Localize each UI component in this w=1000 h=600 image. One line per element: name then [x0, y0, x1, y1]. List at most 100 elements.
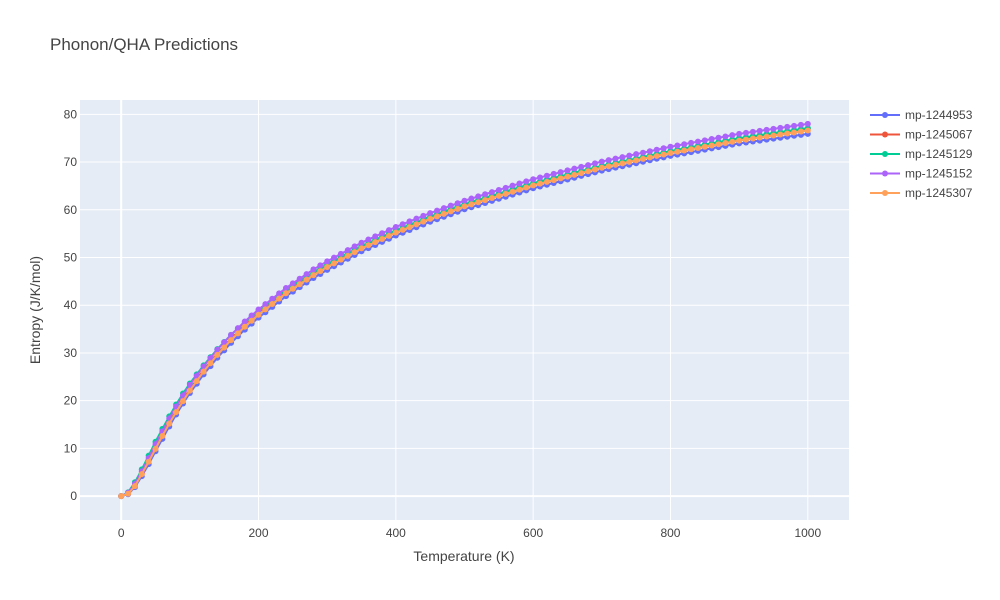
data-point [186, 387, 193, 394]
data-point [379, 235, 386, 242]
data-point [179, 392, 186, 399]
data-point [241, 323, 248, 330]
data-point [488, 189, 495, 196]
data-point [331, 260, 338, 267]
data-point [413, 221, 420, 228]
data-point [763, 126, 770, 133]
series-mp-1245307 [118, 127, 811, 500]
data-point [681, 141, 688, 148]
data-point [605, 163, 612, 170]
data-point [399, 221, 406, 228]
data-point [186, 381, 193, 388]
data-point [385, 227, 392, 234]
data-point [674, 148, 681, 155]
data-point [420, 212, 427, 219]
data-point [523, 184, 530, 191]
data-point [344, 252, 351, 259]
data-point [234, 330, 241, 337]
data-point [228, 337, 235, 344]
data-point [420, 218, 427, 225]
data-point [736, 130, 743, 137]
data-point [509, 188, 516, 195]
y-tick-labels: 0 10 20 30 40 50 60 70 80 [64, 107, 78, 503]
data-point [282, 285, 289, 292]
data-point [743, 136, 750, 143]
y-tick-label: 50 [64, 251, 78, 265]
data-point [530, 176, 537, 183]
data-point [488, 195, 495, 202]
legend-item-mp-1245129[interactable]: mp-1245129 [870, 147, 973, 161]
data-point [193, 372, 200, 379]
data-point [791, 122, 798, 129]
data-point [440, 210, 447, 217]
chart-title: Phonon/QHA Predictions [50, 35, 238, 54]
data-point [296, 275, 303, 282]
data-point [296, 281, 303, 288]
data-point [660, 145, 667, 152]
data-point [804, 127, 811, 134]
data-point [729, 132, 736, 139]
legend-item-mp-1245307[interactable]: mp-1245307 [870, 186, 973, 200]
data-point [564, 167, 571, 174]
data-point [282, 290, 289, 297]
y-axis-title: Entropy (J/K/mol) [27, 256, 43, 364]
legend[interactable]: mp-1244953 mp-1245067 mp-1245129 mp-1245152… [870, 108, 973, 200]
data-point [482, 197, 489, 204]
legend-marker [882, 112, 888, 118]
data-point [797, 128, 804, 135]
data-point [344, 247, 351, 254]
data-point [578, 170, 585, 177]
data-point [262, 301, 269, 308]
x-tick-labels: 0 200 400 600 800 1000 [118, 526, 822, 540]
data-point [640, 155, 647, 162]
data-point [468, 195, 475, 202]
data-point [317, 268, 324, 275]
x-tick-label: 400 [386, 526, 406, 540]
data-point [413, 215, 420, 222]
data-point [784, 130, 791, 137]
data-point [365, 242, 372, 249]
legend-item-mp-1245152[interactable]: mp-1245152 [870, 167, 973, 181]
data-point [385, 232, 392, 239]
data-point [262, 306, 269, 313]
data-point [633, 151, 640, 158]
legend-item-mp-1245067[interactable]: mp-1245067 [870, 128, 973, 142]
x-tick-label: 1000 [794, 526, 821, 540]
legend-item-mp-1244953[interactable]: mp-1244953 [870, 108, 973, 122]
legend-label: mp-1244953 [905, 108, 973, 122]
data-point [743, 129, 750, 136]
data-point [406, 218, 413, 225]
data-point [598, 164, 605, 171]
data-point [701, 137, 708, 144]
data-point [495, 192, 502, 199]
x-tick-label: 800 [660, 526, 680, 540]
data-point [557, 175, 564, 182]
data-point [276, 290, 283, 297]
data-point [674, 142, 681, 149]
data-point [392, 229, 399, 236]
data-point [276, 295, 283, 302]
data-point [255, 311, 262, 318]
data-point [729, 138, 736, 145]
data-point [193, 378, 200, 385]
data-point [564, 173, 571, 180]
data-point [550, 177, 557, 184]
data-point [694, 145, 701, 152]
data-point [207, 360, 214, 367]
data-point [434, 207, 441, 214]
data-point [331, 254, 338, 261]
data-point [660, 151, 667, 158]
data-point [166, 420, 173, 427]
data-point [804, 120, 811, 127]
data-point [777, 124, 784, 131]
data-point [502, 190, 509, 197]
y-tick-label: 70 [64, 155, 78, 169]
legend-marker [882, 131, 888, 138]
data-point [722, 133, 729, 140]
data-point [454, 200, 461, 207]
data-point [585, 168, 592, 175]
data-point [248, 317, 255, 324]
data-point [427, 215, 434, 222]
data-point [612, 161, 619, 168]
